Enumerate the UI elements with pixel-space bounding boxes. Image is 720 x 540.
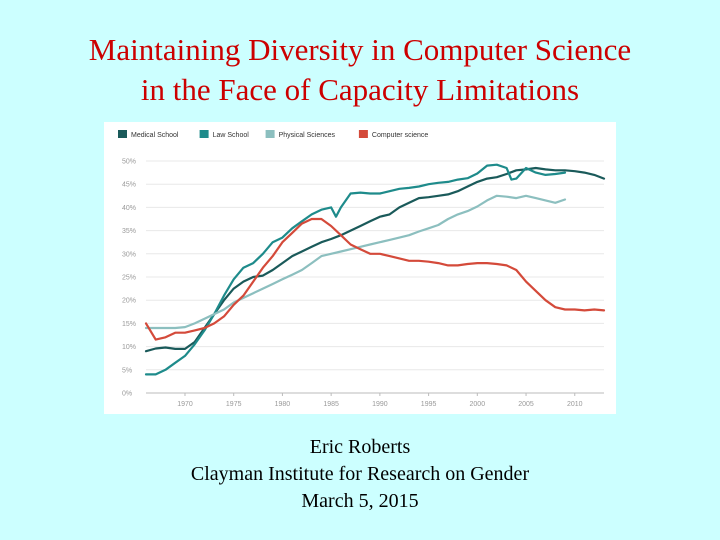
y-tick-label: 35% (122, 228, 136, 235)
chart-svg: 0% 5% 10% 15% 20% 25% 30% 35% 40% 45% 50% 1970 1975… (118, 130, 606, 408)
institute-name: Clayman Institute for Research on Gender (190, 463, 530, 485)
y-tick-label: 5% (122, 367, 132, 374)
author-name: Eric Roberts (309, 436, 411, 458)
x-axis: 1970 1975 1980 1985 1990 1995 2000 2005 2010 (177, 393, 583, 408)
title-line-1: Maintaining Diversity in Computer Scienc… (88, 32, 632, 67)
x-tick-label: 1980 (275, 401, 291, 408)
x-tick-label: 1975 (226, 401, 242, 408)
legend-label-law-school: Law School (213, 132, 250, 139)
y-axis: 0% 5% 10% 15% 20% 25% 30% 35% 40% 45% 50% (122, 159, 136, 398)
legend-label-computer-science: Computer science (372, 132, 429, 139)
chart-legend: Medical School Law School Physical Science… (118, 130, 428, 139)
y-tick-label: 0% (122, 391, 132, 398)
x-tick-label: 2005 (518, 401, 534, 408)
title-line-2: in the Face of Capacity Limitations (140, 72, 580, 107)
x-tick-label: 1970 (177, 401, 193, 408)
legend-swatch-law-school (199, 130, 209, 138)
x-tick-label: 1990 (372, 401, 388, 408)
x-tick-label: 1985 (323, 401, 339, 408)
x-tick-label: 1995 (421, 401, 437, 408)
y-tick-label: 50% (122, 159, 136, 166)
legend-label-physical-sciences: Physical Sciences (279, 132, 336, 139)
x-tick-label: 2000 (470, 401, 486, 408)
series-line-physical-sciences (144, 194, 567, 330)
chart-series (144, 163, 606, 376)
legend-swatch-medical-school (118, 130, 127, 138)
x-tick-label: 2010 (567, 401, 583, 408)
y-tick-label: 45% (122, 182, 136, 189)
y-tick-label: 20% (122, 298, 136, 305)
legend-label-medical-school: Medical School (131, 132, 179, 139)
legend-swatch-computer-science (358, 130, 368, 138)
series-line-law-school (144, 163, 567, 376)
legend-swatch-physical-sciences (265, 130, 275, 138)
line-chart: 0% 5% 10% 15% 20% 25% 30% 35% 40% 45% 50% 1970 1975… (104, 122, 616, 414)
slide-footer: Eric Roberts Clayman Institute for Resea… (0, 434, 720, 515)
slide-title: Maintaining Diversity in Computer Scienc… (0, 30, 720, 110)
chart-grid (146, 160, 604, 394)
y-tick-label: 40% (122, 205, 136, 212)
series-line-computer-science (144, 217, 606, 341)
y-tick-label: 25% (122, 275, 136, 282)
y-tick-label: 15% (122, 321, 136, 328)
presentation-date: March 5, 2015 (301, 490, 419, 512)
y-tick-label: 10% (122, 344, 136, 351)
y-tick-label: 30% (122, 251, 136, 258)
